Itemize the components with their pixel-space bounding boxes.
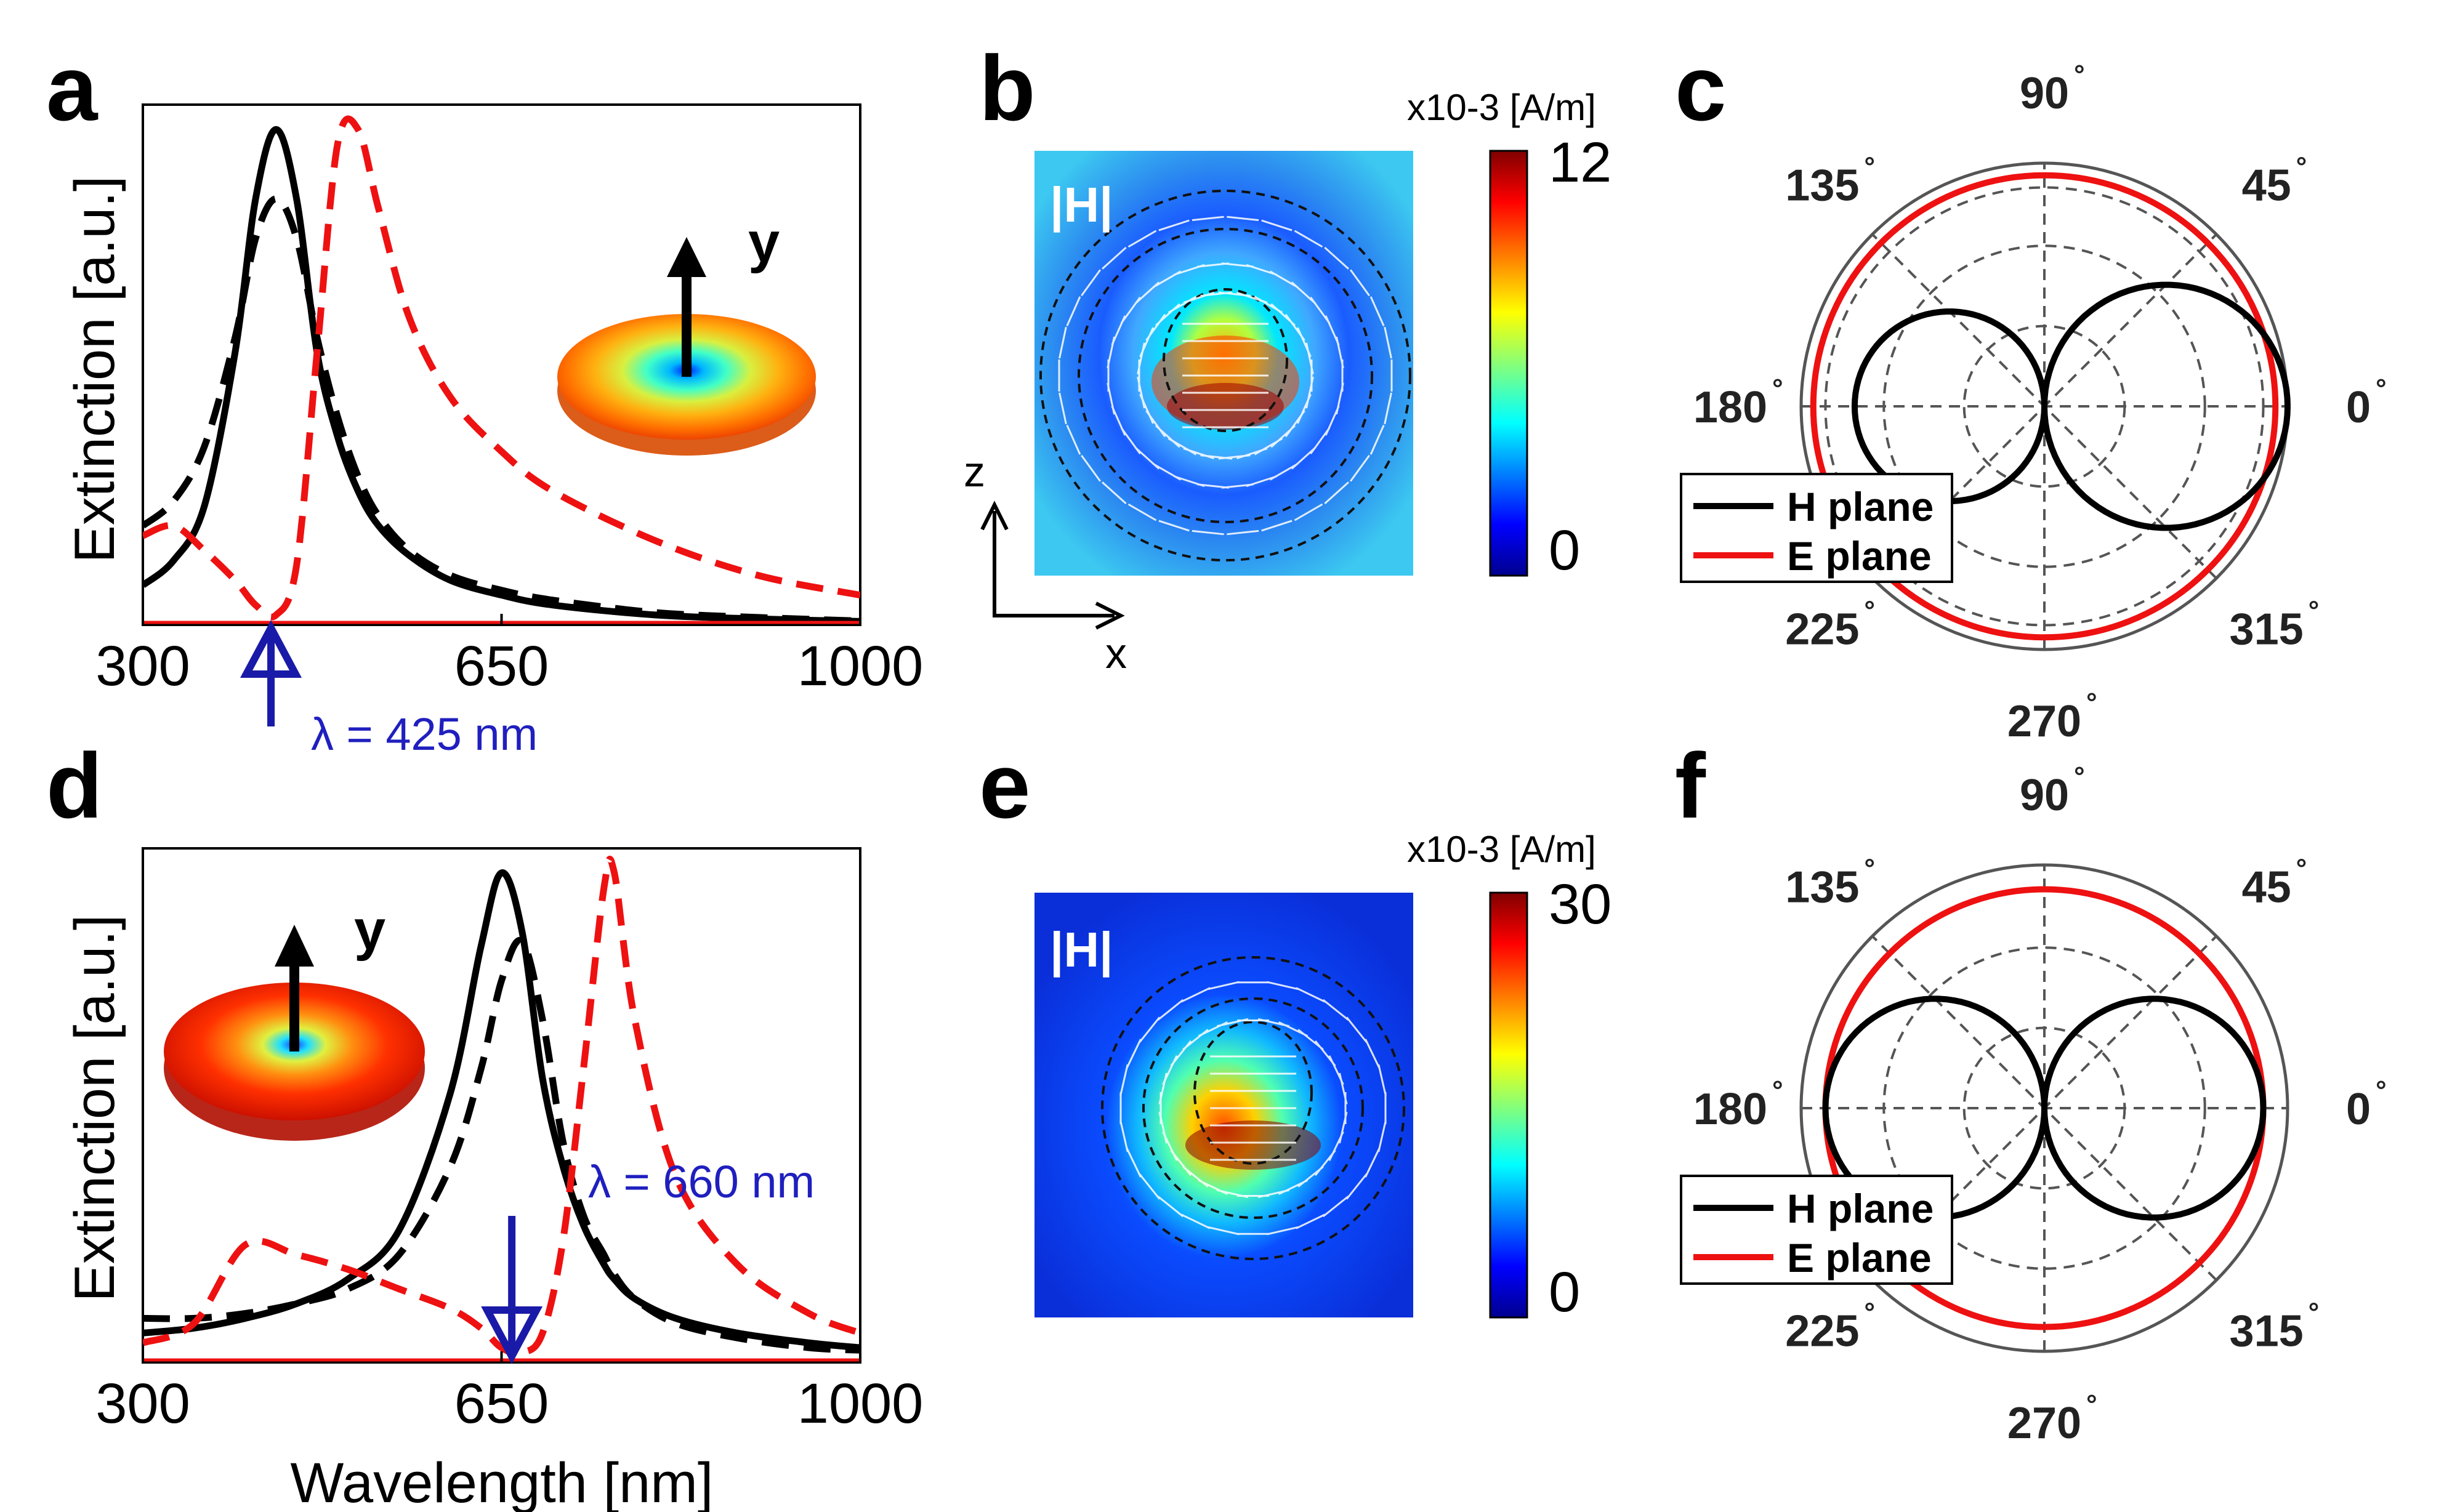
chart-d-series-magnetic (143, 855, 860, 1357)
polar-f-angle-label: 225 (1785, 1307, 1859, 1356)
field-map-b-boundaries (1039, 190, 1411, 561)
polar-c-degree-mark: ° (2074, 60, 2085, 90)
polar-f-legend-label-h: H plane (1787, 1186, 1934, 1231)
polar-c-series-h-plane (1851, 281, 2291, 531)
colorbar-e (1489, 891, 1528, 1319)
chart-d-series-electric (143, 936, 860, 1354)
polar-f-degree-mark: ° (1864, 853, 1875, 883)
polar-f-degree-mark: ° (2074, 762, 2085, 792)
polar-c-degree-mark: ° (2086, 688, 2097, 718)
panel-label-f: f (1675, 734, 1706, 837)
axis-z-label: z (964, 448, 985, 496)
chart-a-inset-axis-label: y (748, 211, 780, 274)
field-map-b-label: |H| (1050, 177, 1113, 233)
polar-c-series-e-plane (1810, 172, 2279, 641)
chart-d-xtick-label: 300 (95, 1372, 190, 1435)
polar-f-degree-mark: ° (1772, 1076, 1783, 1106)
panel-label-b: b (979, 36, 1036, 140)
polar-c-angle-label: 0 (2346, 383, 2371, 432)
polar-f-degree-mark: ° (2376, 1076, 2387, 1106)
chart-d-xlabel: Wavelength [nm] (291, 1452, 714, 1512)
field-map-e-boundaries (1101, 956, 1405, 1260)
chart-d-xtick-label: 1000 (797, 1372, 924, 1435)
polar-c-degree-mark: ° (2376, 374, 2387, 404)
polar-f-degree-mark: ° (2296, 853, 2307, 883)
panel-label-a: a (46, 36, 99, 140)
polar-f-legend-label-e: E plane (1787, 1235, 1932, 1281)
polar-f-series-h-plane (1822, 995, 2267, 1221)
polar-f-degree-mark: ° (1864, 1298, 1875, 1328)
chart-a-inset-arrowhead (667, 237, 706, 277)
panel-label-e: e (979, 734, 1030, 837)
chart-d-ylabel: Extinction [a.u.] (63, 915, 126, 1302)
field-map-e-image (1034, 893, 1413, 1317)
polar-f-angle-label: 45 (2242, 863, 2291, 912)
colorbar-e-min: 0 (1549, 1261, 1580, 1324)
chart-d-wavelength-marker (481, 1216, 543, 1364)
polar-c-degree-mark: ° (1772, 374, 1783, 404)
chart-d-inset-axis-label: y (354, 899, 385, 962)
chart-a-annotation: λ = 425 nm (311, 709, 538, 760)
chart-a-xtick-label: 1000 (797, 635, 924, 698)
chart-d: 300 650 1000 Extinction [a.u.] Wavelength … (63, 847, 924, 1512)
polar-c-legend-label-h: H plane (1787, 484, 1934, 529)
polar-c-angle-label: 225 (1785, 605, 1859, 654)
chart-a-series-magnetic (143, 115, 860, 621)
polar-f-angle-label: 0 (2346, 1085, 2371, 1134)
axis-x-label: x (1105, 629, 1127, 677)
colorbar-b (1489, 150, 1528, 577)
polar-f-angle-label: 135 (1785, 863, 1859, 912)
polar-c-angle-label: 270 (2007, 697, 2081, 746)
polar-c-angle-label: 315 (2230, 605, 2304, 654)
chart-d-annotation: λ = 660 nm (588, 1156, 815, 1207)
polar-f-angle-label: 315 (2230, 1307, 2304, 1356)
chart-a-inset-dipole: y (557, 211, 816, 456)
axes-indicator (980, 501, 1125, 630)
field-map-b-arrows (1058, 215, 1393, 536)
polar-c-angle-label: 45 (2242, 161, 2291, 210)
polar-c-angle-label: 180 (1693, 383, 1767, 432)
chart-d-inset-dipole: y (164, 899, 425, 1141)
polar-c-degree-mark: ° (2296, 151, 2307, 182)
polar-f-degree-mark: ° (2086, 1389, 2097, 1420)
chart-a-xtick-label: 300 (95, 635, 190, 698)
polar-f-angle-label: 270 (2007, 1399, 2081, 1448)
panel-label-c: c (1675, 36, 1726, 140)
polar-c-angle-label: 90 (2020, 69, 2069, 118)
chart-a: 300 650 1000 Extinction [a.u.] y λ = 425 n… (63, 103, 924, 760)
polar-c-degree-mark: ° (1864, 596, 1875, 626)
panel-label-d: d (46, 734, 103, 837)
chart-d-inset-arrowhead (275, 925, 314, 967)
polar-f-angle-label: 90 (2020, 771, 2069, 820)
polar-c-angle-label: 135 (1785, 161, 1859, 210)
polar-f-angle-label: 180 (1693, 1085, 1767, 1134)
chart-d-xtick-label: 650 (454, 1372, 549, 1435)
colorbar-e-unit: x10-3 [A/m] (1407, 829, 1596, 870)
polar-c-legend (1680, 473, 1953, 583)
colorbar-e-max: 30 (1549, 873, 1611, 936)
colorbar-b-min: 0 (1549, 519, 1580, 582)
field-map-e-arrows (1119, 981, 1387, 1236)
chart-a-xtick-label: 650 (454, 635, 549, 698)
polar-c-legend-label-e: E plane (1787, 533, 1932, 579)
field-map-e: |H| x10-3 [A/m] 30 0 (1034, 829, 1611, 1324)
polar-f-legend (1680, 1175, 1953, 1285)
chart-a-wavelength-marker (240, 620, 302, 726)
polar-f-degree-mark: ° (2309, 1298, 2320, 1328)
field-map-e-label: |H| (1050, 922, 1113, 978)
field-map-b: |H| x10-3 [A/m] 12 0 z x (964, 87, 1611, 677)
polar-c-degree-mark: ° (2309, 596, 2320, 626)
chart-a-ylabel: Extinction [a.u.] (63, 176, 126, 563)
colorbar-b-unit: x10-3 [A/m] (1407, 87, 1596, 128)
polar-c-degree-mark: ° (1864, 151, 1875, 182)
colorbar-b-max: 12 (1549, 131, 1611, 194)
chart-a-series-total (143, 126, 860, 625)
